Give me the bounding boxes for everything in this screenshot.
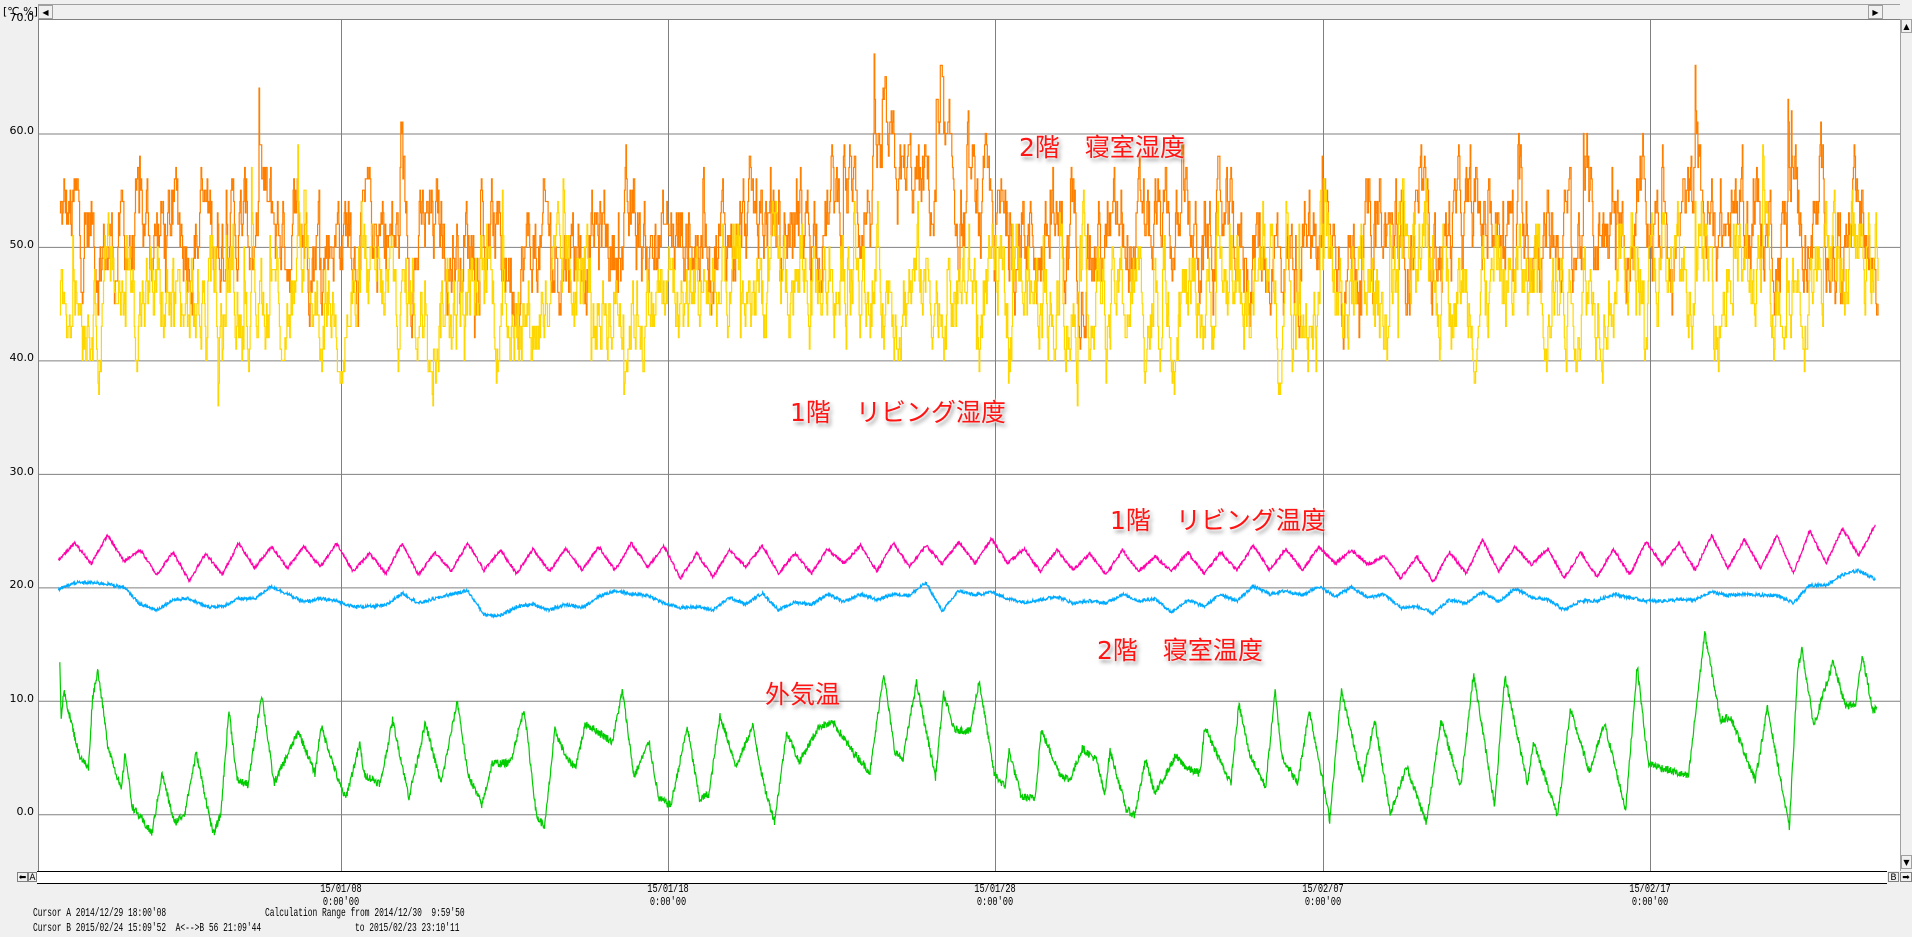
scroll-left-icon[interactable]: ◀ [38, 5, 53, 19]
vertical-scrollbar[interactable]: ▲ ▼ [1900, 19, 1912, 871]
y-tick-label: 20.0 [9, 578, 35, 592]
calculation-range-to: to 2015/02/23 23:10'11 [355, 921, 460, 935]
living-temperature-line [57, 524, 1876, 584]
scroll-up-icon[interactable]: ▲ [1901, 19, 1912, 33]
x-tick-date: 15/01/08 [320, 882, 362, 896]
y-tick-label: 60.0 [9, 124, 35, 138]
y-tick-label: 30.0 [9, 464, 35, 478]
label-bedroom-temperature: 2階 寝室温度 [1097, 636, 1263, 665]
horizontal-scrollbar[interactable]: ◀ ▶ [38, 4, 1900, 20]
scroll-right-icon[interactable]: ▶ [1868, 5, 1883, 19]
y-tick-label: 50.0 [9, 237, 35, 251]
scroll-down-icon[interactable]: ▼ [1901, 855, 1912, 869]
y-axis-unit-label: [℃,%] [3, 5, 38, 18]
x-tick-time: 0:00'00 [1304, 895, 1341, 909]
y-tick-label: 10.0 [9, 691, 35, 705]
cursor-b-marker[interactable]: B [1888, 872, 1899, 883]
living-humidity-line [59, 144, 1879, 407]
cursor-a-marker[interactable]: A [28, 872, 37, 883]
cursor-b-right-arrow-icon[interactable]: ➡ [1900, 872, 1912, 883]
bedroom-temperature-line [57, 567, 1876, 619]
cursor-b-readout: Cursor B 2015/02/24 15:09'52 A<-->B 56 2… [33, 921, 262, 935]
x-tick-time: 0:00'00 [322, 895, 359, 909]
x-tick-time: 0:00'00 [977, 895, 1014, 909]
label-living-temperature: 1階 リビング温度 [1110, 506, 1326, 535]
label-outside-temperature: 外気温 [765, 680, 841, 709]
calculation-range-from: Calculation Range from 2014/12/30 9:59'5… [265, 906, 465, 920]
label-bedroom-humidity: 2階 寝室湿度 [1019, 133, 1185, 162]
outside-temperature-line [59, 631, 1878, 836]
x-tick-date: 15/01/28 [974, 882, 1017, 896]
chart [38, 19, 1900, 871]
x-tick-time: 0:00'00 [1632, 895, 1669, 909]
bedroom-humidity-line [59, 53, 1879, 350]
x-tick-date: 15/02/17 [1629, 882, 1671, 896]
y-tick-label: 40.0 [9, 351, 35, 365]
x-tick-time: 0:00'00 [649, 895, 687, 909]
y-tick-label: 0.0 [16, 805, 35, 819]
y-tick-label: 70.0 [9, 11, 35, 24]
x-tick-date: 15/01/18 [647, 882, 689, 896]
label-living-humidity: 1階 リビング湿度 [790, 398, 1006, 427]
cursor-a-readout: Cursor A 2014/12/29 18:00'08 [33, 906, 167, 920]
x-tick-date: 15/02/07 [1302, 882, 1344, 896]
cursor-a-left-arrow-icon[interactable]: ⬅ [17, 872, 28, 883]
cursor-bar[interactable] [37, 871, 1887, 884]
